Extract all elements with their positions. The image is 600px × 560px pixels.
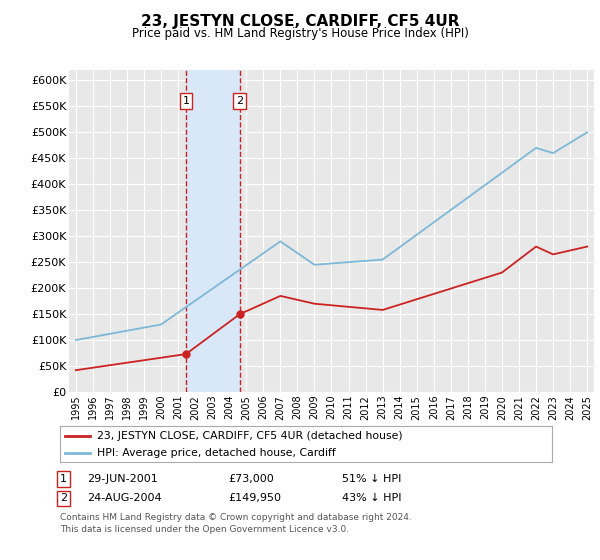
Text: 1: 1: [182, 96, 190, 106]
Text: Price paid vs. HM Land Registry's House Price Index (HPI): Price paid vs. HM Land Registry's House …: [131, 27, 469, 40]
Text: 1: 1: [60, 474, 67, 484]
Text: HPI: Average price, detached house, Cardiff: HPI: Average price, detached house, Card…: [97, 448, 335, 458]
Text: 23, JESTYN CLOSE, CARDIFF, CF5 4UR: 23, JESTYN CLOSE, CARDIFF, CF5 4UR: [141, 14, 459, 29]
Bar: [186, 70, 240, 392]
Text: 24-AUG-2004: 24-AUG-2004: [87, 493, 161, 503]
Text: £73,000: £73,000: [228, 474, 274, 484]
Text: Contains HM Land Registry data © Crown copyright and database right 2024.: Contains HM Land Registry data © Crown c…: [60, 513, 412, 522]
Text: 2: 2: [236, 96, 244, 106]
Text: 23, JESTYN CLOSE, CARDIFF, CF5 4UR (detached house): 23, JESTYN CLOSE, CARDIFF, CF5 4UR (deta…: [97, 431, 403, 441]
Text: £149,950: £149,950: [228, 493, 281, 503]
Text: 43% ↓ HPI: 43% ↓ HPI: [342, 493, 401, 503]
Text: 2: 2: [60, 493, 67, 503]
Text: This data is licensed under the Open Government Licence v3.0.: This data is licensed under the Open Gov…: [60, 525, 349, 534]
Text: 29-JUN-2001: 29-JUN-2001: [87, 474, 158, 484]
Text: 51% ↓ HPI: 51% ↓ HPI: [342, 474, 401, 484]
